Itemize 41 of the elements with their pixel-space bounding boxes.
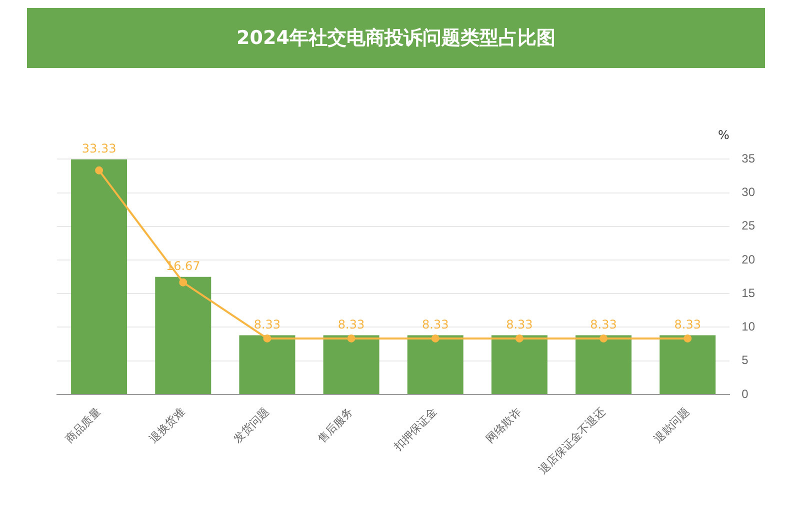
y-tick-label: 10: [742, 320, 756, 334]
bar: [155, 276, 212, 394]
bar: [576, 335, 632, 394]
bar: [407, 335, 464, 394]
point: [515, 334, 524, 342]
data-label: 8.33: [590, 317, 617, 332]
x-tick-label: 退店保证金不退还: [536, 405, 608, 477]
y-tick-label: 25: [742, 218, 756, 233]
x-tick-label: 售后服务: [315, 405, 356, 446]
point: [431, 334, 440, 342]
chart-title: 2024年社交电商投诉问题类型占比图: [27, 8, 765, 68]
x-tick-label: 发货问题: [232, 406, 272, 446]
x-tick-label: 网络欺诈: [484, 406, 524, 446]
x-tick-label: 退款问题: [652, 405, 692, 446]
x-tick-label: 扣押保证金: [392, 406, 440, 454]
data-label: 8.33: [674, 317, 701, 332]
y-tick-label: 0: [742, 386, 749, 401]
point: [347, 334, 356, 342]
y-tick-label: 15: [742, 286, 756, 300]
bar: [491, 335, 548, 394]
y-tick-label: 30: [742, 185, 756, 200]
bar: [239, 335, 296, 394]
data-label: 8.33: [254, 317, 281, 332]
point: [600, 334, 608, 342]
point: [684, 334, 692, 342]
point: [179, 278, 188, 286]
x-tick-label: 退换货难: [147, 405, 188, 446]
y-tick-label: 5: [742, 353, 749, 368]
data-label: 33.33: [82, 141, 116, 156]
point: [95, 166, 104, 174]
bar: [71, 159, 128, 394]
data-label: 8.33: [338, 317, 365, 332]
y-axis-title: %: [718, 128, 730, 142]
data-label: 8.33: [422, 317, 449, 332]
bar: [660, 335, 716, 394]
bar: [323, 335, 380, 394]
y-tick-label: 20: [742, 252, 756, 266]
point: [263, 334, 272, 342]
x-tick-label: 商品质量: [63, 405, 104, 446]
data-label: 8.33: [506, 317, 533, 332]
y-tick-label: 35: [742, 152, 756, 166]
